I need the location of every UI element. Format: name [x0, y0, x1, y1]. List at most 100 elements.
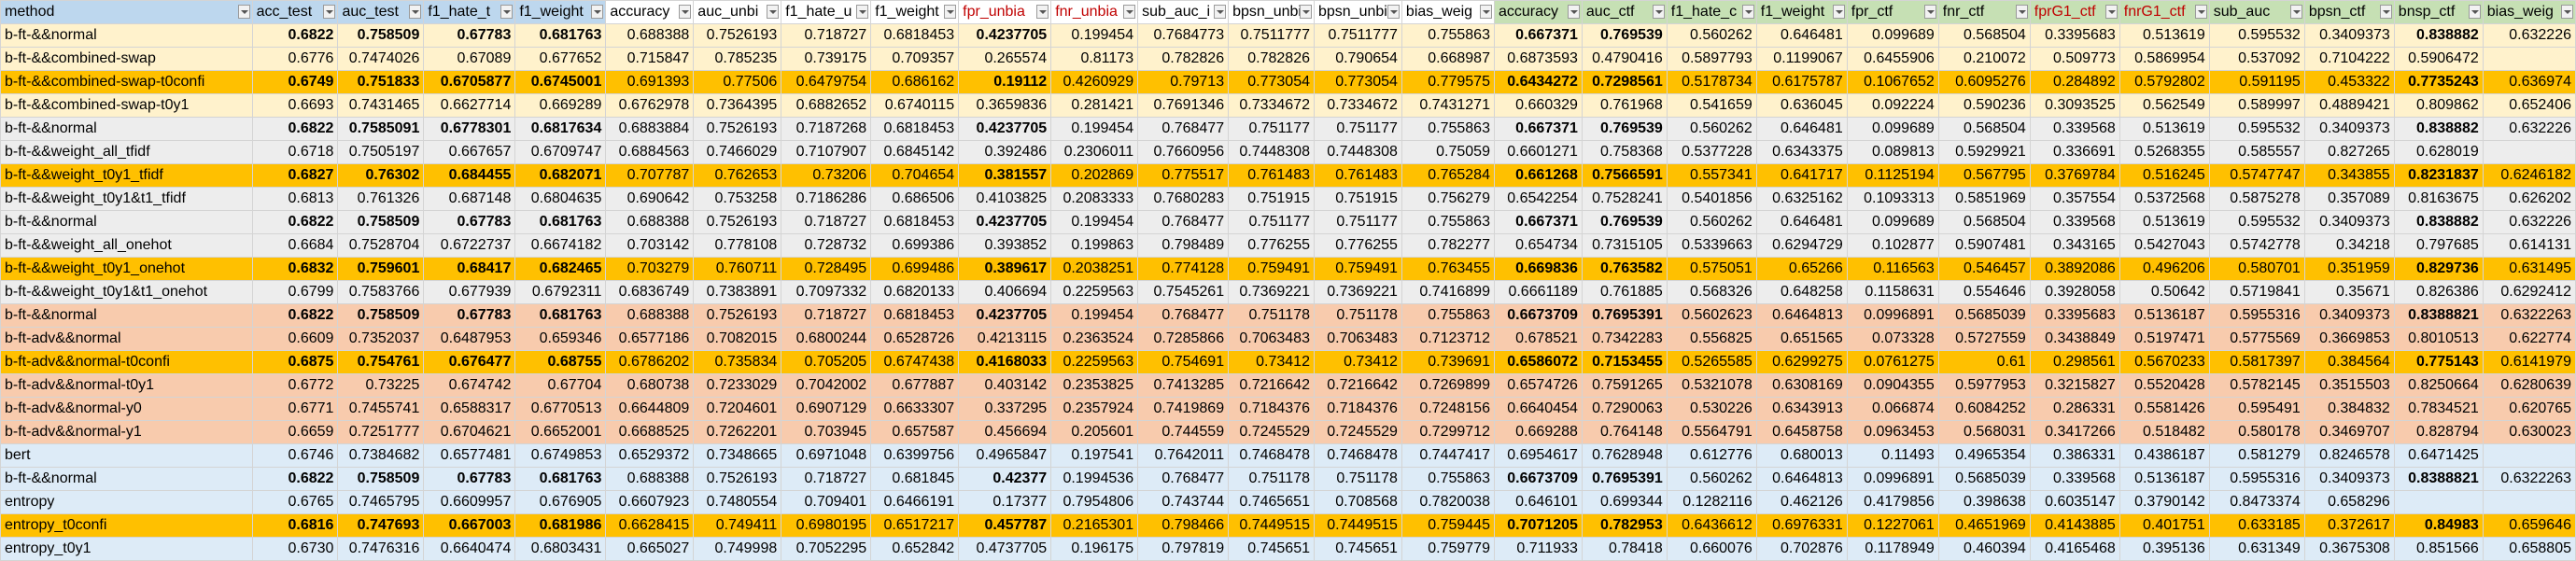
value-cell[interactable]: 0.739175 — [781, 47, 872, 71]
value-cell[interactable]: 0.7476316 — [337, 537, 425, 561]
value-cell[interactable]: 0.703945 — [781, 420, 872, 444]
value-cell[interactable]: 0.516245 — [2119, 163, 2210, 188]
value-cell[interactable]: 0.759491 — [1313, 257, 1402, 281]
value-cell[interactable]: 0.718727 — [781, 303, 872, 328]
value-cell[interactable]: 0.1067652 — [1846, 70, 1939, 94]
value-cell[interactable]: 0.6792311 — [514, 280, 607, 304]
value-cell[interactable]: 0.7082015 — [693, 327, 782, 351]
value-cell[interactable]: 0.704654 — [870, 163, 960, 188]
value-cell[interactable]: 0.5817397 — [2208, 350, 2305, 374]
value-cell[interactable]: 0.2363524 — [1050, 327, 1139, 351]
value-cell[interactable]: 0.7419869 — [1137, 397, 1230, 421]
value-cell[interactable]: 0.393852 — [958, 233, 1052, 258]
value-cell[interactable]: 0.703279 — [605, 257, 695, 281]
value-cell[interactable]: 0.7334672 — [1228, 93, 1315, 118]
value-cell[interactable]: 0.67783 — [423, 210, 516, 234]
value-cell[interactable]: 0.758509 — [337, 467, 425, 491]
value-cell[interactable]: 0.590236 — [1937, 93, 2031, 118]
method-cell[interactable]: b-ft-&&normal — [0, 23, 253, 48]
value-cell[interactable]: 0.646481 — [1755, 117, 1848, 141]
value-cell[interactable]: 0.210072 — [1937, 47, 2031, 71]
value-cell[interactable]: 0.541659 — [1666, 93, 1757, 118]
value-cell[interactable]: 0.6688525 — [605, 420, 695, 444]
value-cell[interactable]: 0.7449515 — [1313, 513, 1402, 538]
value-cell[interactable]: 0.5321078 — [1666, 373, 1757, 398]
value-cell[interactable]: 0.381557 — [958, 163, 1052, 188]
value-cell[interactable]: 0.7642011 — [1137, 443, 1230, 468]
value-cell[interactable]: 0.513619 — [2119, 210, 2210, 234]
value-cell[interactable]: 0.7695391 — [1581, 303, 1668, 328]
value-cell[interactable]: 0.6776 — [251, 47, 339, 71]
value-cell[interactable]: 0.6455906 — [1846, 47, 1939, 71]
value-cell[interactable]: 0.622774 — [2482, 327, 2576, 351]
value-cell[interactable]: 0.5955316 — [2208, 303, 2305, 328]
filter-dropdown-icon[interactable] — [1652, 5, 1665, 19]
value-cell[interactable]: 0.646481 — [1755, 23, 1848, 48]
value-cell[interactable]: 0.7042002 — [781, 373, 872, 398]
value-cell[interactable]: 0.7348665 — [693, 443, 782, 468]
value-cell[interactable]: 0.829736 — [2393, 257, 2484, 281]
value-cell[interactable]: 0.751833 — [337, 70, 425, 94]
value-cell[interactable]: 0.389617 — [958, 257, 1052, 281]
value-cell[interactable]: 0.546457 — [1937, 257, 2031, 281]
value-cell[interactable]: 0.7431465 — [337, 93, 425, 118]
value-cell[interactable]: 0.660329 — [1493, 93, 1583, 118]
value-cell[interactable]: 0.785235 — [693, 47, 782, 71]
value-cell[interactable]: 0.758509 — [337, 303, 425, 328]
value-cell[interactable]: 0.7505197 — [337, 140, 425, 164]
value-cell[interactable]: 0.614131 — [2482, 233, 2576, 258]
value-cell[interactable]: 0.6786202 — [605, 350, 695, 374]
value-cell[interactable]: 0.5792802 — [2119, 70, 2210, 94]
value-cell[interactable]: 0.6745001 — [514, 70, 607, 94]
value-cell[interactable]: 0.782826 — [1137, 47, 1230, 71]
value-cell[interactable]: 0.568504 — [1937, 117, 2031, 141]
value-cell[interactable]: 0.7186286 — [781, 187, 872, 211]
value-cell[interactable]: 0.11493 — [1846, 443, 1939, 468]
value-cell[interactable]: 0.403142 — [958, 373, 1052, 398]
value-cell[interactable]: 0.530226 — [1666, 397, 1757, 421]
value-cell[interactable]: 0.6141979 — [2482, 350, 2576, 374]
value-cell[interactable]: 0.7526193 — [693, 117, 782, 141]
value-cell[interactable]: 0.339568 — [2029, 117, 2120, 141]
value-cell[interactable]: 0.758368 — [1581, 140, 1668, 164]
column-header-12[interactable]: bpsn_unbi — [1228, 0, 1315, 24]
value-cell[interactable]: 0.7820038 — [1401, 490, 1495, 514]
value-cell[interactable]: 0.6609 — [251, 327, 339, 351]
value-cell[interactable]: 0.681763 — [514, 467, 607, 491]
value-cell[interactable]: 0.636974 — [2482, 70, 2576, 94]
column-header-2[interactable]: auc_test — [337, 0, 425, 24]
value-cell[interactable]: 0.099689 — [1846, 23, 1939, 48]
value-cell[interactable]: 0.6308169 — [1755, 373, 1848, 398]
value-cell[interactable]: 0.677887 — [870, 373, 960, 398]
value-cell[interactable]: 0.769539 — [1581, 117, 1668, 141]
value-cell[interactable]: 0.560262 — [1666, 23, 1757, 48]
value-cell[interactable]: 0.7334672 — [1313, 93, 1402, 118]
value-cell[interactable]: 0.7447417 — [1401, 443, 1495, 468]
column-header-22[interactable]: fnrG1_ctf — [2119, 0, 2210, 24]
value-cell[interactable]: 0.65266 — [1755, 257, 1848, 281]
value-cell[interactable]: 0.6175787 — [1755, 70, 1848, 94]
value-cell[interactable]: 0.580178 — [2208, 420, 2305, 444]
value-cell[interactable]: 0.7262201 — [693, 420, 782, 444]
value-cell[interactable]: 0.4260929 — [1050, 70, 1139, 94]
value-cell[interactable]: 0.202869 — [1050, 163, 1139, 188]
value-cell[interactable]: 0.751178 — [1313, 303, 1402, 328]
value-cell[interactable]: 0.199454 — [1050, 303, 1139, 328]
value-cell[interactable]: 0.765284 — [1401, 163, 1495, 188]
value-cell[interactable]: 0.81173 — [1050, 47, 1139, 71]
value-cell[interactable]: 0.199454 — [1050, 210, 1139, 234]
value-cell[interactable]: 0.5670233 — [2119, 350, 2210, 374]
value-cell[interactable]: 0.755863 — [1401, 23, 1495, 48]
value-cell[interactable]: 0.6644809 — [605, 397, 695, 421]
value-cell[interactable]: 0.773054 — [1313, 70, 1402, 94]
method-cell[interactable]: b-ft-&&combined-swap-t0confi — [0, 70, 253, 94]
value-cell[interactable]: 0.6588317 — [423, 397, 516, 421]
value-cell[interactable]: 0.7063483 — [1228, 327, 1315, 351]
value-cell[interactable]: 0.688388 — [605, 23, 695, 48]
value-cell[interactable]: 0.6778301 — [423, 117, 516, 141]
filter-dropdown-icon[interactable] — [1123, 5, 1136, 19]
value-cell[interactable]: 0.392486 — [958, 140, 1052, 164]
value-cell[interactable]: 0.7468478 — [1313, 443, 1402, 468]
value-cell[interactable]: 0.6084252 — [1937, 397, 2031, 421]
value-cell[interactable]: 0.759491 — [1228, 257, 1315, 281]
